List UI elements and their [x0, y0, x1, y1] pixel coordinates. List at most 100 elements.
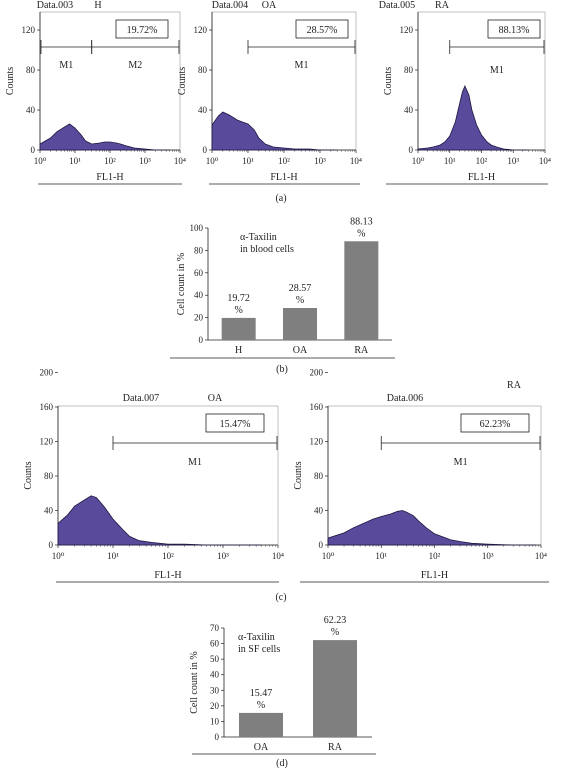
hist-4-y-axis-label: Counts [23, 461, 34, 489]
hist-3-percent-box [487, 19, 541, 39]
bar-chart-2-title-line-1: α-Taxilin [238, 632, 275, 643]
bar-chart-2-title-line-2: in SF cells [238, 644, 280, 655]
bar-chart-1-data-label-unit: % [234, 305, 242, 316]
hist-4-y-tick-label: 0 [49, 540, 54, 550]
hist-5-x-axis-label: FL1-H [421, 570, 448, 581]
hist-3-y-tick-label: 80 [404, 65, 414, 75]
hist-3-x-axis-label: FL1-H [468, 172, 495, 183]
bar-chart-2-data-label-unit: % [331, 627, 339, 638]
hist-1-gate-label-m1: M1 [59, 60, 73, 71]
bar-chart-1-x-tick-label: RA [354, 345, 369, 356]
hist-2-title: Data.004 [212, 0, 248, 11]
hist-2-y-tick-label: 120 [194, 25, 208, 35]
hist-3-x-tick-label: 10⁴ [539, 156, 551, 166]
hist-5-y-tick-label: 0 [319, 540, 324, 550]
hist-4-x-tick-label: 10³ [217, 551, 229, 561]
hist-1-x-tick-label: 10² [104, 156, 116, 166]
hist-4-percent-box [205, 413, 265, 433]
hist-2-x-tick-label: 10⁰ [206, 156, 219, 166]
hist-1-x-tick-label: 10³ [139, 156, 151, 166]
hist-3-y-tick-label: 0 [409, 145, 414, 155]
bar-chart-1-x-tick-label: H [235, 345, 242, 356]
bar-chart-2-x-tick-label: OA [254, 742, 269, 753]
bar-chart-2-y-tick-label: 50 [210, 654, 220, 664]
hist-3-y-tick-label: 120 [400, 25, 414, 35]
bar-chart-1-y-tick-label: 100 [190, 223, 204, 233]
hist-1-y-tick-label: 40 [26, 105, 36, 115]
hist-3-title: Data.005 [379, 0, 415, 11]
hist-2-y-tick-label: 80 [198, 65, 208, 75]
hist-4-x-tick-label: 10¹ [107, 551, 119, 561]
hist-4-histogram-area [57, 495, 262, 546]
hist-2-y-tick-label: 40 [198, 105, 208, 115]
panel-label-a: (a) [275, 193, 286, 204]
bar-chart-2-y-tick-label: 40 [210, 670, 220, 680]
bar-chart-2-data-label-value: 15.47 [250, 688, 273, 699]
hist-5-x-tick-label: 10¹ [375, 551, 387, 561]
hist-5-percent-value: 62.23% [480, 419, 511, 430]
hist-2-percent-box [295, 19, 349, 39]
hist-2-percent-value: 28.57% [307, 25, 338, 36]
hist-2-y-axis-label: Counts [177, 67, 188, 95]
bar-chart-1-y-tick-label: 0 [199, 335, 204, 345]
hist-5-x-tick-label: 10⁴ [535, 551, 547, 561]
hist-1-percent-value: 19.72% [127, 25, 158, 36]
hist-2-x-tick-label: 10² [278, 156, 290, 166]
hist-3-histogram-area [417, 84, 529, 151]
hist-1-percent-box [115, 19, 169, 39]
bar-chart-2-y-tick-label: 20 [210, 701, 220, 711]
hist-1-y-tick-label: 0 [31, 145, 36, 155]
hist-1-histogram-area [39, 123, 170, 151]
bar-chart-2-data-label-value: 62.23 [324, 615, 347, 626]
bar-chart-2-y-tick-label: 60 [210, 639, 220, 649]
hist-4-title: Data.007 [123, 393, 159, 404]
hist-3-y-axis-label: Counts [383, 67, 394, 95]
hist-5-x-tick-label: 10³ [482, 551, 494, 561]
bar-chart-1-data-label-value: 19.72 [227, 293, 250, 304]
hist-5-title: Data.006 [387, 393, 423, 404]
hist-3-x-tick-label: 10⁰ [412, 156, 425, 166]
hist-1-x-axis-label: FL1-H [96, 172, 123, 183]
bar-chart-1-bar-ra [344, 241, 379, 340]
bar-chart-1-data-label-unit: % [296, 295, 304, 306]
hist-3-gate-label-m1: M1 [490, 65, 504, 76]
hist-3-x-tick-label: 10² [476, 156, 488, 166]
hist-1-y-tick-label: 120 [22, 25, 36, 35]
hist-2-histogram-area [211, 111, 338, 151]
hist-4-x-tick-label: 10⁰ [52, 551, 65, 561]
hist-2-x-tick-label: 10¹ [242, 156, 254, 166]
hist-4-group: OA [208, 393, 223, 404]
hist-4-percent-value: 15.47% [220, 419, 251, 430]
hist-3-x-tick-label: 10³ [507, 156, 519, 166]
hist-4-y-tick-label: 120 [40, 437, 54, 447]
hist-4-y-tick-label: 80 [44, 471, 54, 481]
panel-label-c: (c) [275, 592, 286, 603]
panel-label-d: (d) [276, 758, 288, 769]
bar-chart-2-y-tick-label: 0 [215, 732, 220, 742]
hist-2-x-tick-label: 10³ [314, 156, 326, 166]
hist-2-y-tick-label: 0 [203, 145, 208, 155]
hist-5-x-tick-label: 10⁰ [322, 551, 335, 561]
hist-5-x-tick-label: 10² [429, 551, 441, 561]
hist-4-y-tick-label: 160 [40, 402, 54, 412]
hist-1-y-tick-label: 80 [26, 65, 36, 75]
hist-2-x-axis-label: FL1-H [270, 172, 297, 183]
bar-chart-2-bar-ra [313, 640, 357, 737]
bar-chart-1-title-line-2: in blood cells [240, 244, 294, 255]
bar-chart-1-y-tick-label: 40 [194, 290, 204, 300]
bar-chart-2-y-axis-label: Cell count in % [189, 651, 200, 714]
bar-chart-2-bar-oa [239, 712, 283, 737]
hist-5-y-tick-label: 80 [314, 471, 324, 481]
hist-4-x-tick-label: 10² [162, 551, 174, 561]
bar-chart-1-y-tick-label: 20 [194, 313, 204, 323]
bar-chart-1-title-line-1: α-Taxilin [240, 232, 277, 243]
bar-chart-2-y-tick-label: 30 [210, 685, 220, 695]
hist-5-y-tick-label: 120 [310, 437, 324, 447]
bar-chart-2-x-tick-label: RA [328, 742, 343, 753]
hist-1-x-tick-label: 10⁴ [174, 156, 186, 166]
hist-3-y-tick-label: 40 [404, 105, 414, 115]
hist-1-y-axis-label: Counts [5, 67, 16, 95]
hist-3-percent-value: 88.13% [499, 25, 530, 36]
hist-5-gate-label-m1: M1 [454, 457, 468, 468]
